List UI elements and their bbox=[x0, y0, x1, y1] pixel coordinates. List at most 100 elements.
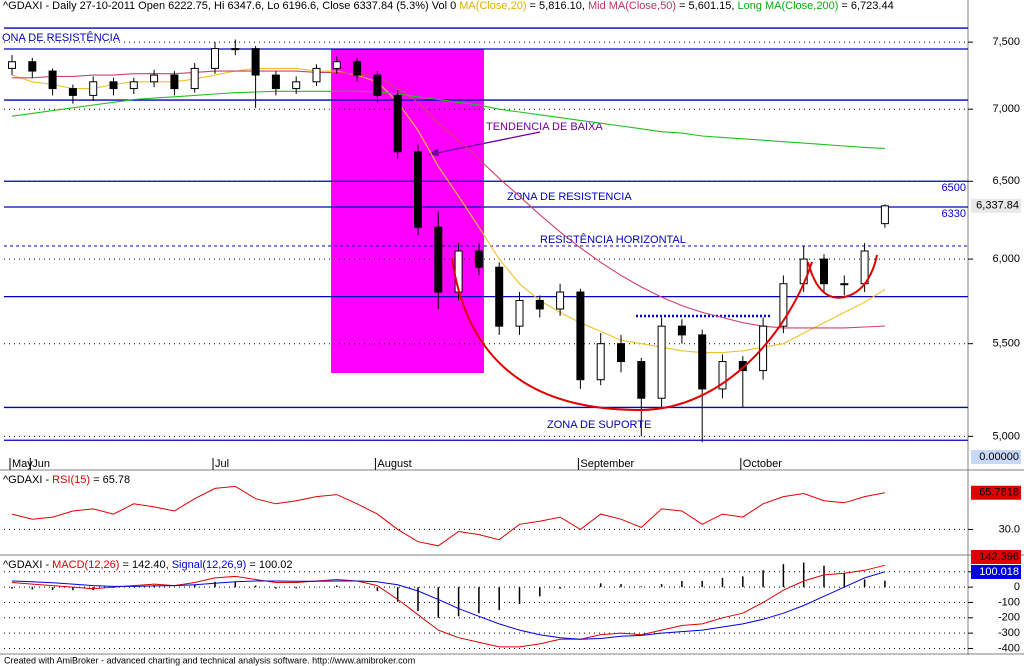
candle-body bbox=[332, 61, 341, 69]
candle-body bbox=[434, 226, 443, 293]
header-part: Signal(12,26,9) bbox=[172, 559, 247, 571]
header-part: = 5,816.10, bbox=[527, 0, 588, 12]
header-part: RSI(15) bbox=[52, 474, 90, 486]
candle-body bbox=[535, 299, 544, 310]
candle-body bbox=[129, 81, 138, 90]
x-tick-label: Jul bbox=[215, 458, 229, 470]
candle-body bbox=[231, 48, 240, 51]
candle-body bbox=[414, 151, 422, 228]
candle-body bbox=[820, 258, 828, 285]
candle-body bbox=[271, 74, 280, 90]
header-part: MACD(12,26) bbox=[52, 559, 119, 571]
candle-body bbox=[170, 74, 179, 90]
value-box-label: 100.018 bbox=[979, 566, 1019, 578]
header-part: = 5,601.15, bbox=[676, 0, 737, 12]
candle-body bbox=[840, 283, 849, 286]
x-tick-label: Jun bbox=[32, 458, 50, 470]
candle-body bbox=[190, 67, 199, 90]
macd-line bbox=[11, 571, 886, 640]
annotation: ZONA DE RESISTENCIA bbox=[507, 191, 632, 203]
candle-body bbox=[495, 266, 504, 327]
rsi-line bbox=[11, 485, 885, 547]
handle-curve bbox=[807, 254, 878, 299]
y-tick-label: 6,000 bbox=[992, 253, 1020, 265]
annotation: ONA DE RESISTÊNCIA bbox=[2, 31, 121, 44]
header-part: Mid MA(Close,50) bbox=[588, 0, 676, 12]
annotation: RESISTÊNCIA HORIZONTAL bbox=[540, 233, 686, 246]
panel-header: ^GDAXI - Daily 27-10-2011 Open 6222.75, … bbox=[3, 0, 894, 12]
x-tick-label: October bbox=[743, 458, 782, 470]
header-part: ^GDAXI - bbox=[3, 559, 52, 571]
value-box-label: 0.00000 bbox=[979, 451, 1019, 463]
candle-body bbox=[515, 299, 524, 327]
level-label: 6500 bbox=[942, 182, 966, 194]
candle-body bbox=[312, 67, 321, 83]
value-box bbox=[971, 550, 1021, 564]
candle-body bbox=[109, 81, 118, 90]
x-tick-label: September bbox=[580, 458, 634, 470]
y-tick-label: -100 bbox=[998, 596, 1020, 608]
header-part: = 142.40, bbox=[119, 559, 171, 571]
header-part: MA(Close,20) bbox=[459, 0, 526, 12]
value-box-label: 6,337.84 bbox=[976, 200, 1019, 212]
candle-body bbox=[779, 283, 788, 327]
y-tick-label: 5,000 bbox=[992, 430, 1020, 442]
candle-body bbox=[150, 74, 159, 83]
candle-body bbox=[617, 343, 625, 363]
candle-body bbox=[89, 81, 98, 96]
candle-body bbox=[880, 205, 889, 225]
trend-arrow bbox=[431, 131, 541, 155]
y-tick-label: 0 bbox=[1014, 581, 1020, 593]
candle-body bbox=[698, 334, 707, 390]
annotation: TENDENCIA DE BAIXA bbox=[486, 121, 603, 133]
header-part: Long MA(Close,200) bbox=[737, 0, 838, 12]
candle-body bbox=[576, 291, 585, 381]
candle-body bbox=[657, 325, 666, 399]
candle-body bbox=[596, 343, 605, 381]
panel-header: ^GDAXI - MACD(12,26) = 142.40, Signal(12… bbox=[3, 559, 293, 571]
macd-line bbox=[11, 564, 886, 648]
y-tick-label: 30.0 bbox=[999, 523, 1020, 535]
footer: Created with AmiBroker - advanced charti… bbox=[4, 655, 415, 665]
y-tick-label: 6,500 bbox=[992, 175, 1020, 187]
y-tick-label: -200 bbox=[998, 612, 1020, 624]
value-box bbox=[971, 198, 1021, 213]
y-tick-label: 7,000 bbox=[992, 103, 1020, 115]
annotation: ZONA DE SUPORTE bbox=[547, 419, 651, 431]
value-box bbox=[971, 450, 1021, 464]
candle-body bbox=[474, 250, 483, 268]
y-tick-label: 7,500 bbox=[992, 36, 1020, 48]
value-box-label: 65.7818 bbox=[979, 487, 1019, 499]
header-part: = 100.02 bbox=[246, 559, 292, 571]
value-box bbox=[971, 565, 1021, 579]
candle-body bbox=[211, 48, 219, 69]
header-part: = 65.78 bbox=[90, 474, 130, 486]
candle-body bbox=[68, 88, 77, 96]
candle-body bbox=[48, 70, 57, 90]
candle-body bbox=[718, 361, 727, 390]
candle-body bbox=[393, 94, 402, 153]
y-tick-label: 5,500 bbox=[992, 338, 1020, 350]
header-part: ^GDAXI - Daily 27-10-2011 Open 6222.75, … bbox=[3, 0, 459, 12]
candle-body bbox=[373, 74, 382, 96]
candle-body bbox=[353, 61, 362, 76]
candle-body bbox=[8, 61, 16, 69]
value-box-label: 142.396 bbox=[979, 551, 1019, 563]
header-part: = 6,723.44 bbox=[838, 0, 893, 12]
candle-body bbox=[677, 325, 686, 336]
ma-line bbox=[12, 70, 885, 329]
y-tick-label: -300 bbox=[998, 627, 1020, 639]
x-tick-label: August bbox=[377, 458, 411, 470]
candle-body bbox=[556, 291, 565, 310]
header-part: ^GDAXI - bbox=[3, 474, 52, 486]
candle-body bbox=[637, 361, 646, 399]
x-tick-label: May bbox=[12, 458, 33, 470]
candle-body bbox=[251, 48, 260, 76]
value-box bbox=[971, 485, 1021, 500]
candle-body bbox=[738, 361, 747, 372]
y-tick-label: -400 bbox=[998, 642, 1020, 654]
ma-line bbox=[11, 90, 885, 149]
candle-body bbox=[292, 81, 301, 90]
candle-body bbox=[454, 250, 463, 293]
